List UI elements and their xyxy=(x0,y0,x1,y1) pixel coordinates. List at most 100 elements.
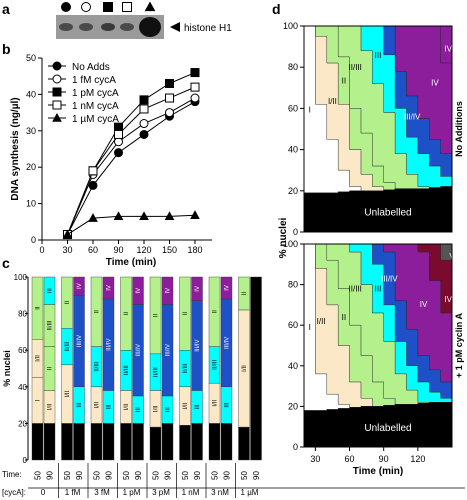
stage-label: I xyxy=(309,105,311,114)
segment-label: IV xyxy=(136,288,142,294)
band-1 xyxy=(59,23,73,31)
segment-label: III xyxy=(195,404,201,409)
bar-segment xyxy=(120,423,132,461)
stage-label: I/II xyxy=(317,317,326,326)
segment-label: III xyxy=(136,407,142,412)
y-tick-label: 40 xyxy=(288,361,298,371)
bar-time-label: 50 xyxy=(122,471,131,480)
stage-label: II/III xyxy=(349,63,362,72)
lane-symbol-circle-filled-icon xyxy=(61,2,71,12)
x-tick-label: 60 xyxy=(345,454,355,464)
legend-entry: 1 µM cycA xyxy=(72,114,119,125)
bar-segment xyxy=(43,276,56,305)
bar-time-label: 50 xyxy=(211,471,220,480)
legend-entry: 1 nM cycA xyxy=(72,101,119,112)
bar-time-label: 90 xyxy=(75,471,84,480)
segment-label: III/IV xyxy=(225,337,231,349)
panel-side-label: No Additions xyxy=(454,101,464,157)
stage-label: IV xyxy=(431,79,439,88)
y-tick-label: 80 xyxy=(288,280,298,290)
stage-label: III/IV xyxy=(381,275,398,284)
y-tick-label: 20 xyxy=(288,186,298,196)
segment-label: IV xyxy=(195,286,201,292)
y-tick-label: 40 xyxy=(26,89,36,99)
data-point xyxy=(139,104,149,114)
bar-segment xyxy=(61,423,73,461)
panel-side-label: + 1 pM cyclin A xyxy=(454,313,464,378)
panel-a-blot: histone H1 xyxy=(56,1,232,39)
time-row-label: Time: xyxy=(2,470,22,479)
y-tick-label: 10 xyxy=(26,199,36,209)
bar-segment xyxy=(238,426,250,461)
segment-label: III xyxy=(107,404,113,409)
bar-segment xyxy=(90,276,103,347)
stage-label: I/II xyxy=(328,97,337,106)
segment-label: III xyxy=(225,402,231,407)
band-label: histone H1 xyxy=(184,23,232,34)
legend-marker xyxy=(52,112,62,122)
segment-label: II/III xyxy=(65,341,71,351)
y-tick-label: 0 xyxy=(23,456,28,465)
stage-label: III xyxy=(375,285,382,294)
stage-label: II/III xyxy=(349,285,362,294)
segment-label: II xyxy=(124,312,130,316)
x-tick-label: 120 xyxy=(136,245,151,255)
segment-label: III/IV xyxy=(136,344,142,356)
x-axis-label: Time (min) xyxy=(353,466,403,477)
data-point xyxy=(190,210,200,219)
segment-label: III/IV xyxy=(166,344,172,356)
panel-label-c: c xyxy=(2,255,10,271)
x-axis-label: Time (min) xyxy=(106,257,156,268)
bar-segment xyxy=(61,276,73,329)
y-tick-label: 0 xyxy=(293,442,298,452)
bar-segment xyxy=(120,276,132,351)
y-axis-label: % nuclei xyxy=(278,218,289,259)
series-line xyxy=(67,214,196,235)
bar-segment xyxy=(102,423,115,461)
segment-label: III/IV xyxy=(77,335,83,347)
segment-label: II/III xyxy=(124,365,130,375)
data-point xyxy=(190,68,200,78)
group-conc-label: 3 pM xyxy=(152,488,170,497)
band-2 xyxy=(79,23,93,31)
segment-label: II xyxy=(95,310,101,314)
lane-symbol-triangle-filled-icon xyxy=(144,1,156,12)
bar-segment xyxy=(43,423,56,461)
y-tick-label: 60 xyxy=(18,346,27,355)
group-conc-label: 1 fM xyxy=(65,488,81,497)
bar-time-label: 50 xyxy=(240,471,249,480)
y-tick-label: 0 xyxy=(31,235,36,245)
data-point xyxy=(139,129,149,139)
arrowhead-icon xyxy=(170,22,180,32)
legend-entry: 1 pM cycA xyxy=(72,88,119,99)
data-point xyxy=(139,211,149,221)
conc-row-label: [cycA]: xyxy=(2,488,26,497)
bar-segment xyxy=(102,276,115,300)
segment-label: III xyxy=(77,402,83,407)
legend-marker xyxy=(52,87,62,97)
panel-frame xyxy=(303,25,453,233)
lane-symbol-square-filled-icon xyxy=(103,2,113,12)
bar-time-label: 50 xyxy=(152,471,161,480)
series-line xyxy=(67,97,196,235)
x-tick-label: 30 xyxy=(310,454,320,464)
y-tick-label: 60 xyxy=(288,103,298,113)
segment-label: II xyxy=(242,291,248,295)
y-tick-label: 30 xyxy=(26,126,36,136)
bar-segment xyxy=(31,423,44,461)
bar-segment xyxy=(191,276,203,301)
segment-label: II xyxy=(36,306,42,310)
x-tick-label: 150 xyxy=(162,245,177,255)
panel-b-line-chart: 0 10 20 30 40 50 0 30 60 90 120 150 180 Time (min) DNA… xyxy=(10,53,212,268)
x-tick-label: 30 xyxy=(62,245,72,255)
legend-entry: 1 fM cycA xyxy=(72,75,116,86)
y-tick-label: 100 xyxy=(14,273,28,282)
bar-time-label: 90 xyxy=(46,471,55,480)
group-conc-label: 3 fM xyxy=(94,488,110,497)
bar-segment xyxy=(132,276,144,305)
segment-label: II xyxy=(183,312,189,316)
y-axis-label: % nuclei xyxy=(2,350,12,387)
segment-label: IV xyxy=(77,283,83,289)
bar-segment xyxy=(191,423,203,461)
segment-label: I/II xyxy=(183,402,189,409)
